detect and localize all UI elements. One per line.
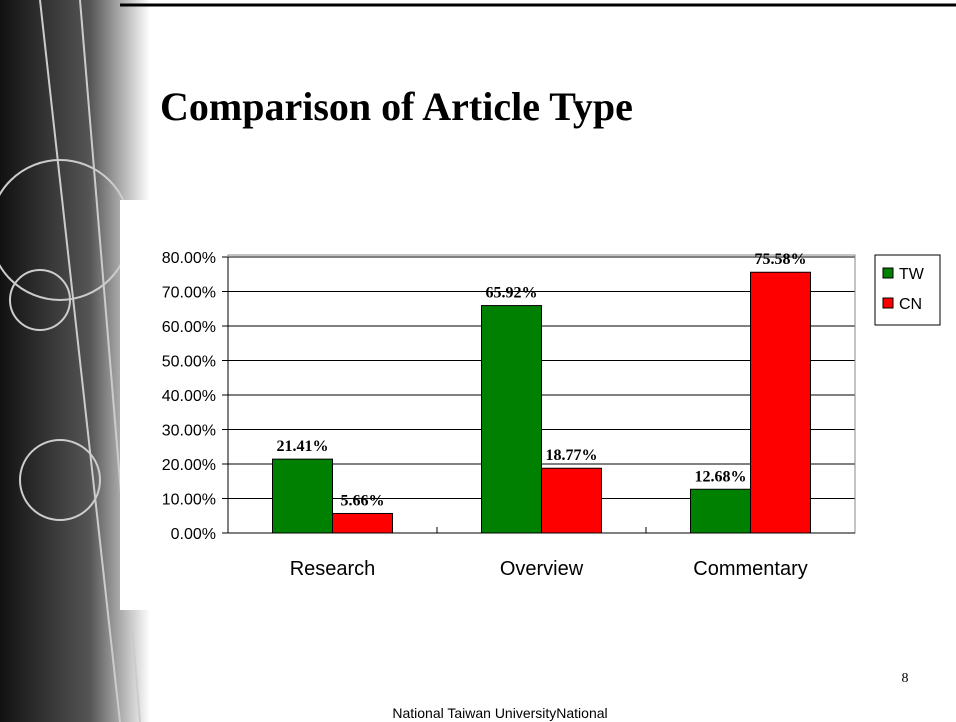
slide-title: Comparison of Article Type	[160, 84, 633, 129]
legend-frame	[874, 254, 941, 326]
bar	[690, 488, 751, 534]
legend-swatch	[882, 297, 894, 309]
legend-label: CN	[899, 296, 922, 313]
value-label: 21.41%	[277, 438, 329, 455]
y-tick-label: 40.00%	[162, 388, 216, 405]
y-tick-label: 50.00%	[162, 354, 216, 371]
bar	[481, 305, 542, 534]
legend-swatch	[882, 267, 894, 279]
value-label: 75.58%	[755, 251, 807, 268]
y-tick-label: 20.00%	[162, 457, 216, 474]
y-tick-label: 0.00%	[171, 526, 216, 543]
bar	[750, 271, 811, 534]
y-tick-label: 10.00%	[162, 492, 216, 509]
bar	[272, 458, 333, 534]
x-tick-label: Overview	[500, 558, 584, 580]
legend-label: TW	[899, 266, 925, 283]
value-label: 5.66%	[341, 492, 385, 509]
bar	[332, 512, 393, 534]
chart: 0.00% 10.00% 20.00% 30.00% 40.00% 50.00% 60.00…	[162, 250, 941, 580]
value-label: 18.77%	[546, 447, 598, 464]
x-tick-label: Commentary	[693, 558, 807, 580]
y-tick-label: 60.00%	[162, 319, 216, 336]
x-tick-label: Research	[290, 558, 376, 580]
y-tick-label: 80.00%	[162, 250, 216, 267]
page-number: 8	[902, 671, 909, 686]
y-tick-label: 30.00%	[162, 423, 216, 440]
footer: National Taiwan UniversityNational	[392, 705, 607, 721]
value-label: 65.92%	[486, 285, 538, 302]
value-label: 12.68%	[695, 468, 747, 485]
y-tick-label: 70.00%	[162, 285, 216, 302]
bar	[541, 467, 602, 534]
